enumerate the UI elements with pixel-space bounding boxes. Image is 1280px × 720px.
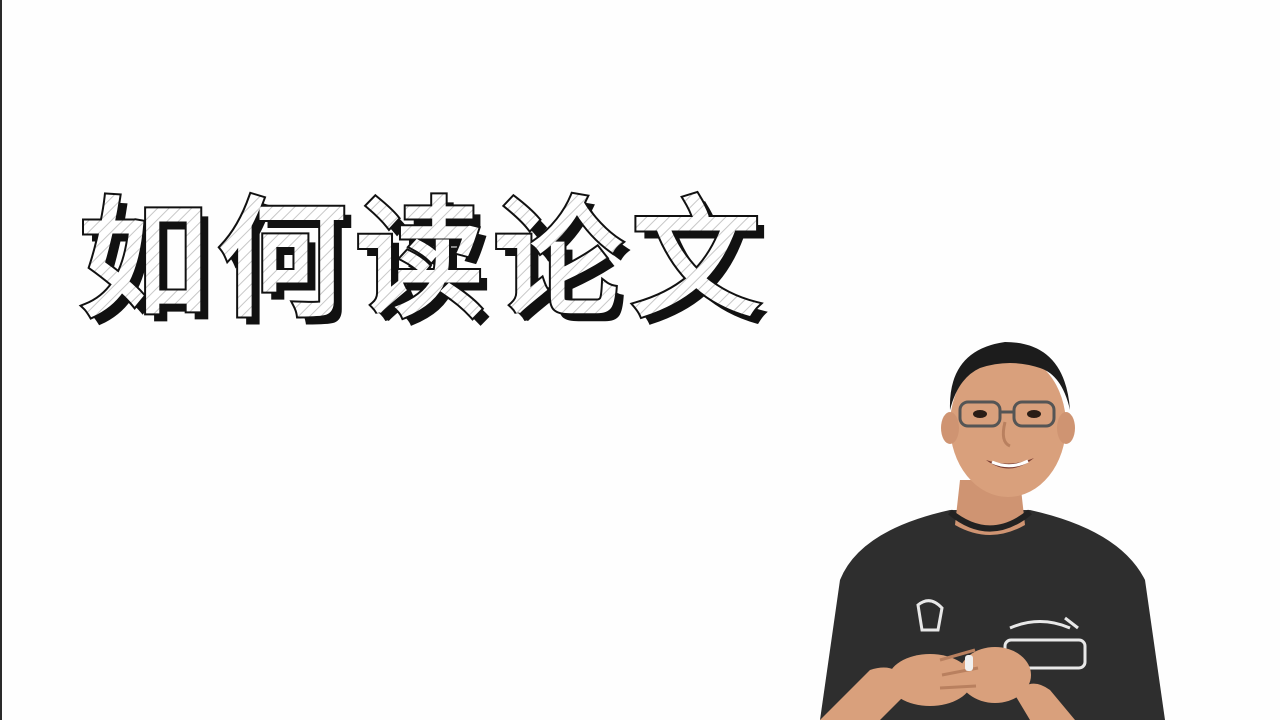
title-text: 如何读论文 — [80, 186, 770, 335]
frame-left-border — [0, 0, 2, 720]
title-graphic: 如何读论文 如何读论文 — [78, 184, 778, 336]
title-shadow-text: 如何读论文 — [88, 194, 778, 336]
slide-title: 如何读论文 如何读论文 — [76, 176, 796, 336]
presenter-photo — [800, 330, 1180, 720]
presenter-figure — [820, 342, 1165, 720]
